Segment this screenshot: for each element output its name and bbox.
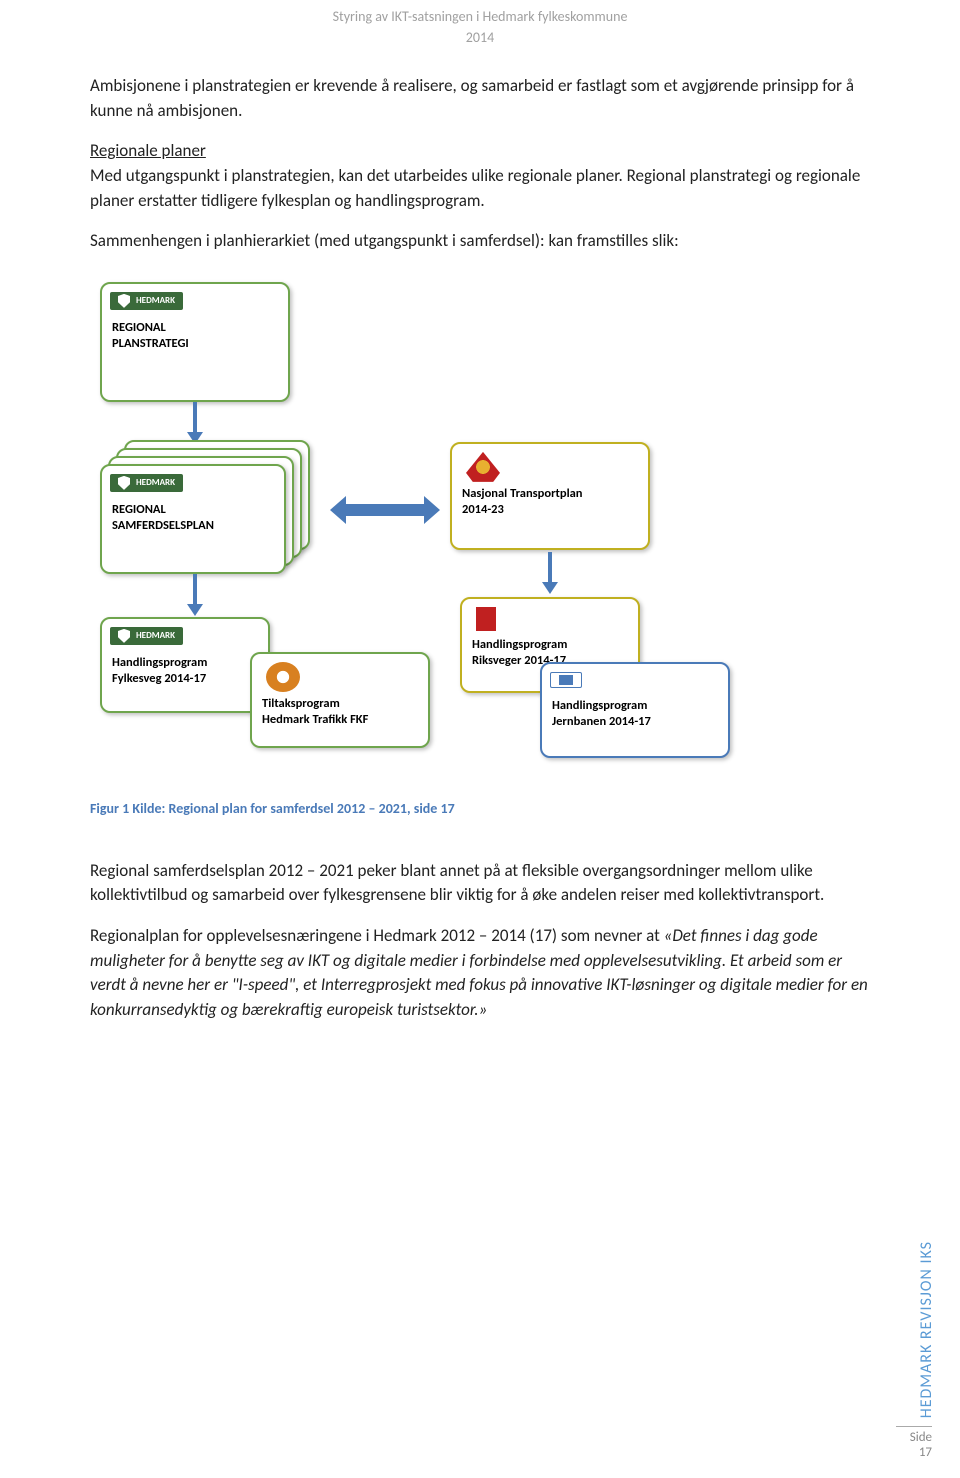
panel-regional-samferdselsplan: HEDMARK REGIONAL SAMFERDSELSPLAN — [100, 464, 286, 574]
panel-nasjonal-transportplan: Nasjonal Transportplan 2014-23 — [450, 442, 650, 550]
panel-title: Handlingsprogram Jernbanen 2014-17 — [542, 696, 728, 739]
paragraph-1: Ambisjonene i planstrategien er krevende… — [90, 74, 870, 123]
shield-icon — [118, 629, 130, 643]
arrow-down-icon — [185, 574, 205, 616]
paragraph-2-body: Med utgangspunkt i planstrategien, kan d… — [90, 165, 860, 211]
arrow-down-icon — [540, 552, 560, 594]
emblem-icon — [476, 607, 496, 631]
hedmark-badge: HEDMARK — [110, 292, 183, 310]
body-text-2: Regional samferdselsplan 2012 – 2021 pek… — [90, 859, 870, 1023]
jernbane-badge — [550, 672, 582, 688]
section-title: Regionale planer — [90, 140, 206, 161]
paragraph-4: Regional samferdselsplan 2012 – 2021 pek… — [90, 859, 870, 908]
panel-title: REGIONAL SAMFERDSELSPLAN — [102, 500, 284, 543]
shield-icon — [118, 294, 130, 308]
page-number: Side 17 — [896, 1426, 932, 1460]
panel-tiltaksprogram: Tiltaksprogram Hedmark Trafikk FKF — [250, 652, 430, 748]
figure-caption: Figur 1 Kilde: Regional plan for samferd… — [90, 800, 870, 817]
paragraph-3: Sammenhengen i planhierarkiet (med utgan… — [90, 229, 870, 254]
paragraph-5: Regionalplan for opplevelsesnæringene i … — [90, 924, 870, 1023]
header-year: 2014 — [90, 29, 870, 46]
panel-regional-planstrategi: HEDMARK REGIONAL PLANSTRATEGI — [100, 282, 290, 402]
panel-stack-samferdselsplan: HEDMARK REGIONAL SAMFERDSELSPLAN — [100, 440, 322, 572]
arrow-down-icon — [185, 402, 205, 444]
panel-handlingsprogram-jernbanen: Handlingsprogram Jernbanen 2014-17 — [540, 662, 730, 758]
page-header: Styring av IKT-satsningen i Hedmark fylk… — [90, 0, 870, 46]
header-title: Styring av IKT-satsningen i Hedmark fylk… — [333, 8, 628, 25]
emblem-icon — [266, 662, 300, 692]
shield-icon — [118, 476, 130, 490]
panel-title: REGIONAL PLANSTRATEGI — [102, 318, 288, 361]
rail-icon — [559, 675, 573, 685]
hedmark-badge: HEDMARK — [110, 474, 183, 492]
hedmark-badge: HEDMARK — [110, 627, 183, 645]
plan-hierarchy-diagram: HEDMARK REGIONAL PLANSTRATEGI HEDMARK RE… — [100, 282, 760, 772]
double-arrow-icon — [330, 492, 440, 528]
body-text: Ambisjonene i planstrategien er krevende… — [90, 74, 870, 254]
sidebar-label: HEDMARK REVISJON IKS — [917, 1241, 936, 1418]
panel-title: Handlingsprogram Fylkesveg 2014-17 — [102, 653, 268, 696]
panel-handlingsprogram-fylkesveg: HEDMARK Handlingsprogram Fylkesveg 2014-… — [100, 617, 270, 713]
paragraph-2: Regionale planer Med utgangspunkt i plan… — [90, 139, 870, 213]
